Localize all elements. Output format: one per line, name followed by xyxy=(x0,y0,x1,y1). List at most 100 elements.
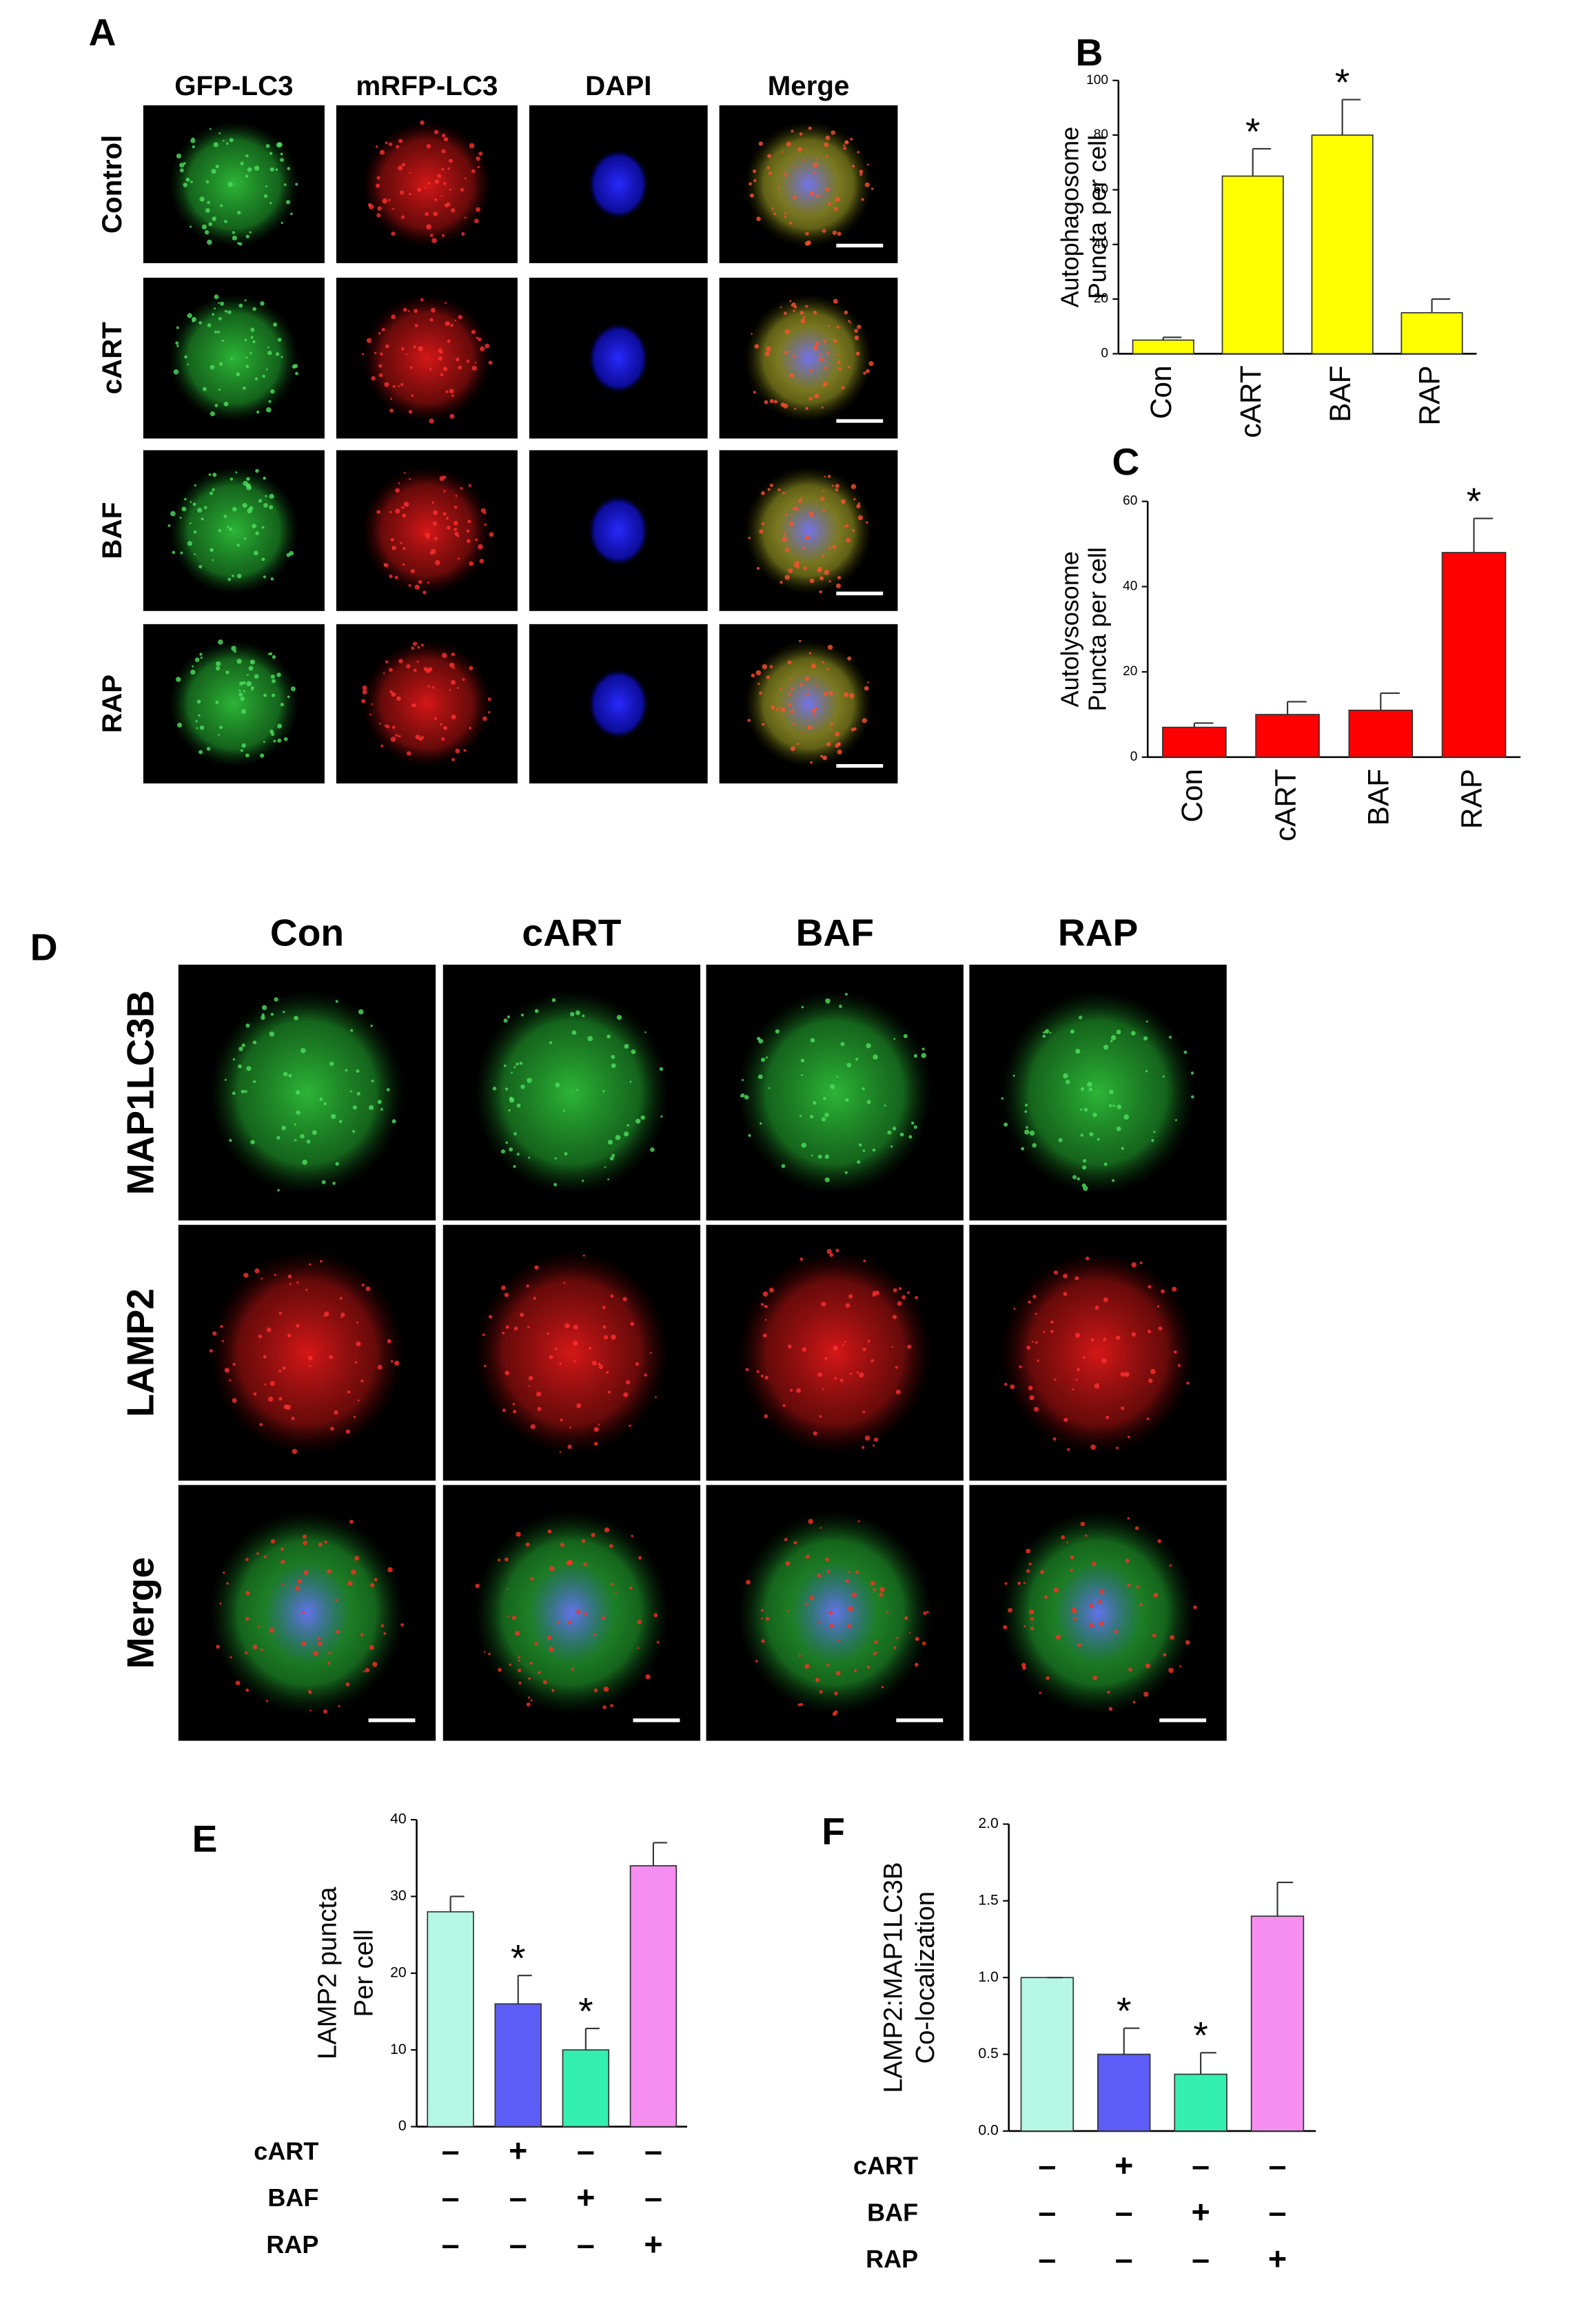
puncta xyxy=(384,724,387,727)
puncta xyxy=(369,713,371,716)
puncta xyxy=(844,1171,848,1174)
puncta xyxy=(232,575,234,577)
puncta xyxy=(236,659,242,664)
puncta xyxy=(904,1616,908,1621)
puncta xyxy=(817,1621,821,1623)
puncta xyxy=(261,557,265,562)
puncta xyxy=(893,1288,897,1293)
puncta xyxy=(194,657,200,662)
puncta xyxy=(295,183,298,186)
significance-marker: * xyxy=(1467,480,1481,522)
puncta xyxy=(430,548,436,555)
puncta xyxy=(1190,1071,1194,1075)
puncta xyxy=(395,488,400,493)
puncta xyxy=(518,1656,521,1658)
cell xyxy=(361,639,493,768)
puncta xyxy=(817,1154,822,1159)
cell xyxy=(168,639,300,768)
puncta xyxy=(354,1556,360,1561)
puncta xyxy=(833,338,837,343)
puncta xyxy=(450,663,453,666)
puncta xyxy=(245,1590,250,1596)
puncta xyxy=(835,488,839,492)
puncta xyxy=(855,351,860,356)
puncta xyxy=(830,1084,835,1089)
puncta xyxy=(1070,1555,1074,1560)
puncta xyxy=(461,232,465,236)
panel-label: E xyxy=(192,1817,218,1860)
puncta xyxy=(441,149,446,154)
condition-sign: – xyxy=(644,2179,662,2215)
puncta xyxy=(814,393,819,399)
puncta xyxy=(1028,1385,1033,1390)
puncta xyxy=(244,299,247,302)
puncta xyxy=(487,710,491,714)
puncta xyxy=(1098,1600,1103,1605)
puncta xyxy=(235,1680,241,1686)
puncta xyxy=(456,534,460,537)
puncta xyxy=(442,475,447,479)
puncta xyxy=(505,1087,509,1091)
puncta xyxy=(848,320,850,322)
puncta xyxy=(519,1061,523,1065)
puncta xyxy=(380,352,383,356)
puncta xyxy=(790,687,794,691)
puncta xyxy=(451,208,456,213)
puncta xyxy=(606,1370,609,1374)
y-axis-label: Per cell xyxy=(349,1929,378,2017)
puncta xyxy=(254,1268,260,1274)
puncta xyxy=(846,1579,850,1583)
puncta xyxy=(232,1058,236,1061)
puncta xyxy=(371,376,376,381)
puncta xyxy=(859,169,864,174)
puncta xyxy=(358,1009,364,1015)
cell xyxy=(473,990,670,1195)
puncta xyxy=(848,366,850,369)
condition-sign: – xyxy=(1038,2147,1056,2183)
puncta xyxy=(183,183,187,187)
puncta xyxy=(294,1016,298,1020)
puncta xyxy=(886,1611,889,1614)
puncta xyxy=(317,1641,323,1646)
puncta xyxy=(802,732,804,734)
puncta xyxy=(626,1124,630,1127)
puncta xyxy=(427,582,429,584)
puncta xyxy=(793,165,795,168)
puncta xyxy=(209,127,212,130)
puncta xyxy=(400,382,404,387)
puncta xyxy=(798,639,802,643)
puncta xyxy=(375,145,378,148)
puncta xyxy=(469,561,473,566)
puncta xyxy=(570,1011,575,1017)
puncta xyxy=(764,1414,768,1419)
y-axis-label: Puncta per cell xyxy=(1083,135,1112,299)
puncta xyxy=(251,686,254,690)
puncta xyxy=(1175,1119,1177,1122)
puncta xyxy=(214,330,217,333)
puncta xyxy=(411,646,415,650)
puncta xyxy=(764,1375,768,1380)
puncta xyxy=(167,524,171,527)
puncta xyxy=(537,1406,542,1411)
puncta xyxy=(1032,1142,1037,1148)
puncta xyxy=(1076,1368,1080,1372)
row-label: MAP1LC3B xyxy=(119,990,161,1195)
puncta xyxy=(281,356,283,358)
puncta xyxy=(467,520,471,524)
puncta xyxy=(303,1570,309,1576)
puncta xyxy=(1103,1337,1107,1341)
puncta xyxy=(1103,1045,1109,1050)
puncta xyxy=(516,1532,521,1537)
y-tick-label: 0 xyxy=(398,2118,407,2134)
puncta xyxy=(380,1108,383,1111)
puncta xyxy=(349,1519,354,1524)
puncta xyxy=(1023,1625,1026,1627)
puncta xyxy=(834,1377,837,1380)
puncta xyxy=(409,192,411,196)
puncta xyxy=(761,1609,764,1612)
puncta xyxy=(205,208,210,213)
puncta xyxy=(192,502,196,506)
puncta xyxy=(630,1322,635,1326)
puncta xyxy=(583,1562,587,1567)
puncta xyxy=(240,161,244,165)
